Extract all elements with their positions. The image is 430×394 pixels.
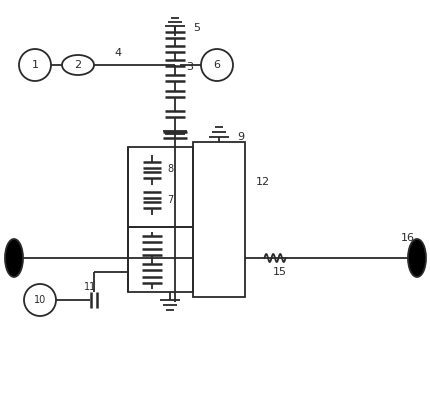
Text: 4: 4 xyxy=(114,48,121,58)
Text: 16: 16 xyxy=(400,233,414,243)
Text: 15: 15 xyxy=(272,267,286,277)
Ellipse shape xyxy=(5,239,23,277)
Bar xyxy=(193,142,244,297)
Text: 3: 3 xyxy=(186,62,193,72)
Text: 9: 9 xyxy=(237,132,244,142)
Text: 8: 8 xyxy=(166,164,173,174)
Text: 2: 2 xyxy=(74,60,81,70)
Text: 12: 12 xyxy=(255,177,270,187)
Text: 6: 6 xyxy=(213,60,220,70)
Text: 5: 5 xyxy=(193,23,200,33)
Text: 1: 1 xyxy=(31,60,38,70)
Ellipse shape xyxy=(407,239,425,277)
Text: 10: 10 xyxy=(34,295,46,305)
Bar xyxy=(128,227,193,292)
Text: 11: 11 xyxy=(84,282,96,292)
Bar xyxy=(128,147,193,227)
Text: 7: 7 xyxy=(166,195,173,205)
